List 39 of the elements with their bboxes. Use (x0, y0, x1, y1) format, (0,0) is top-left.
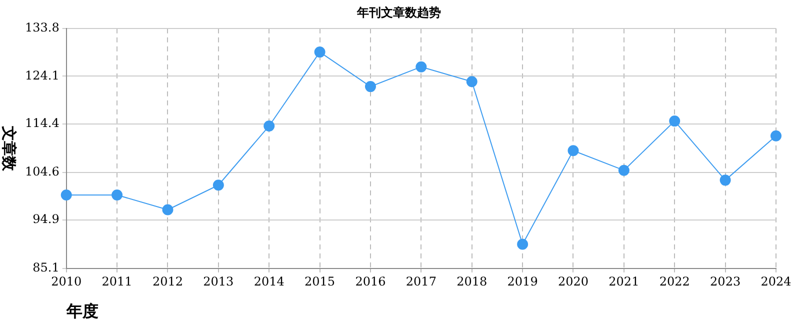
point (517, 238, 528, 250)
point (770, 130, 782, 142)
y-tick-label: 124.1 (24, 68, 60, 82)
point (162, 204, 174, 216)
point (212, 180, 224, 191)
y-tick-label: 85.1 (32, 260, 60, 275)
point (466, 76, 478, 88)
chart-title: 年刊文章数趋势 (356, 5, 441, 20)
x-tick-label: 2018 (456, 274, 488, 289)
x-tick-label: 2022 (659, 274, 690, 289)
x-axis-title: 年度 (65, 302, 98, 321)
x-tick-label: 2016 (355, 274, 386, 289)
point (618, 164, 630, 176)
point (568, 145, 579, 156)
point (60, 189, 72, 200)
y-tick-label: 104.6 (24, 164, 60, 178)
x-tick-label: 2014 (254, 274, 285, 289)
point (314, 46, 326, 58)
x-tick-label: 2012 (152, 274, 184, 289)
point (669, 116, 680, 127)
x-tick-label: 2024 (760, 274, 792, 289)
y-axis-title: 文章数 (0, 124, 18, 172)
x-tick-label: 2015 (304, 274, 336, 289)
point (720, 174, 731, 186)
point (112, 189, 123, 200)
point (364, 81, 376, 92)
x-tick-label: 2023 (710, 274, 741, 289)
y-tick-label: 133.8 (24, 20, 60, 35)
x-tick-label: 2013 (203, 274, 234, 289)
point (416, 61, 427, 72)
x-tick-label: 2020 (558, 274, 589, 289)
y-tick-label: 94.9 (32, 212, 60, 226)
point (264, 120, 275, 132)
x-tick-label: 2010 (51, 274, 82, 289)
x-tick-label: 2021 (608, 274, 640, 289)
y-tick-label: 114.4 (24, 116, 60, 130)
x-tick-label: 2011 (102, 274, 132, 289)
x-tick-label: 2019 (507, 274, 538, 289)
x-tick-label: 2017 (406, 274, 436, 289)
